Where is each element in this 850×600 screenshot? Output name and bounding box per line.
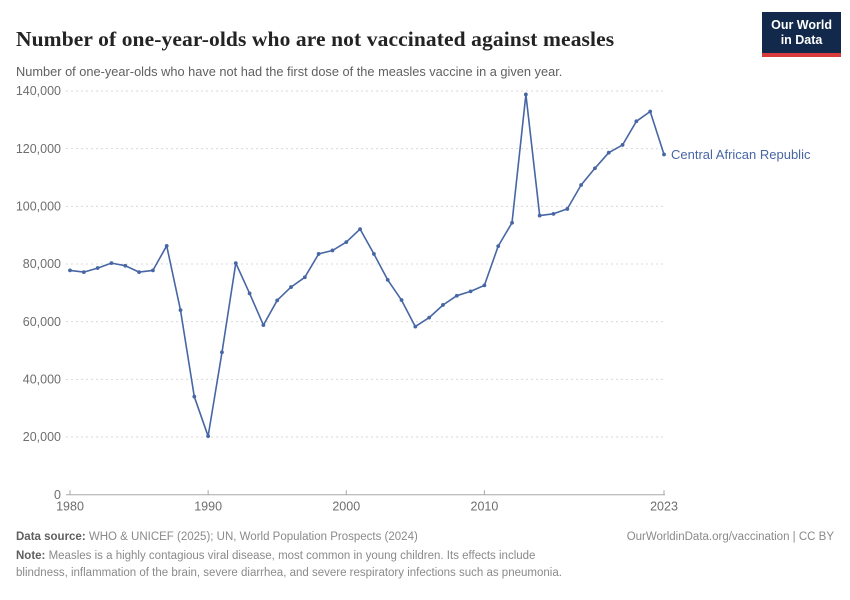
- data-point[interactable]: [123, 263, 128, 268]
- data-point[interactable]: [302, 275, 307, 280]
- chart-footer: Data source: WHO & UNICEF (2025); UN, Wo…: [16, 531, 834, 581]
- data-point[interactable]: [150, 268, 155, 273]
- data-point[interactable]: [289, 285, 293, 289]
- data-point[interactable]: [413, 324, 418, 329]
- x-axis-tick-label: 1980: [56, 500, 84, 514]
- y-axis-tick-label: 60,000: [23, 315, 61, 329]
- data-point[interactable]: [192, 394, 197, 399]
- y-axis-tick-label: 120,000: [16, 142, 61, 156]
- line-chart[interactable]: 0 20,000 40,000 60,000 80,000 100,000 120,000 1…: [0, 78, 850, 518]
- chart-note: Note: Measles is a highly contagious vir…: [16, 548, 578, 581]
- data-point[interactable]: [634, 119, 639, 124]
- data-point[interactable]: [482, 283, 487, 288]
- data-point[interactable]: [358, 227, 362, 232]
- data-point[interactable]: [137, 270, 141, 274]
- data-point[interactable]: [648, 109, 653, 114]
- data-point[interactable]: [233, 261, 238, 266]
- data-point[interactable]: [662, 152, 666, 157]
- data-point[interactable]: [385, 277, 390, 282]
- data-point[interactable]: [606, 150, 611, 155]
- data-point[interactable]: [496, 244, 501, 249]
- note-label: Note:: [16, 550, 46, 562]
- data-point[interactable]: [206, 434, 211, 439]
- source-row: Data source: WHO & UNICEF (2025); UN, Wo…: [16, 531, 834, 543]
- owid-logo[interactable]: Our World in Data: [762, 12, 841, 57]
- y-axis-tick-label: 80,000: [23, 257, 61, 271]
- data-point[interactable]: [593, 166, 597, 171]
- data-point[interactable]: [220, 350, 224, 355]
- data-point[interactable]: [399, 298, 404, 302]
- data-source-text: WHO & UNICEF (2025); UN, World Populatio…: [85, 531, 418, 543]
- data-point[interactable]: [579, 183, 584, 187]
- x-axis-tick-label: 2023: [650, 500, 678, 514]
- x-axis-tick-label: 2010: [471, 500, 499, 514]
- data-point[interactable]: [441, 303, 445, 307]
- y-axis-tick-label: 0: [54, 488, 61, 502]
- data-point[interactable]: [523, 92, 528, 97]
- data-point[interactable]: [510, 220, 514, 225]
- data-point[interactable]: [551, 211, 556, 216]
- license-link[interactable]: OurWorldinData.org/vaccination | CC BY: [626, 531, 834, 543]
- data-point[interactable]: [316, 252, 321, 256]
- data-point[interactable]: [468, 289, 473, 294]
- data-point[interactable]: [247, 291, 252, 296]
- data-point[interactable]: [344, 240, 349, 244]
- data-point[interactable]: [95, 266, 100, 270]
- x-axis-tick-label: 1990: [194, 500, 222, 514]
- data-point[interactable]: [81, 270, 86, 274]
- data-point[interactable]: [330, 248, 335, 253]
- y-axis-tick-label: 20,000: [23, 430, 61, 444]
- data-point[interactable]: [565, 207, 570, 211]
- data-point[interactable]: [178, 308, 183, 313]
- data-point[interactable]: [372, 252, 376, 256]
- x-axis-tick-label: 2000: [332, 500, 360, 514]
- y-axis-tick-label: 100,000: [16, 200, 61, 214]
- page-title: Number of one-year-olds who are not vacc…: [16, 27, 615, 52]
- data-source-label: Data source:: [16, 531, 86, 543]
- data-point[interactable]: [164, 243, 169, 248]
- data-point[interactable]: [261, 323, 266, 328]
- data-point[interactable]: [68, 268, 72, 273]
- data-source: Data source: WHO & UNICEF (2025); UN, Wo…: [16, 531, 418, 543]
- y-axis-tick-label: 40,000: [23, 373, 61, 387]
- owid-logo-line2: in Data: [780, 33, 823, 47]
- data-point[interactable]: [454, 293, 459, 298]
- series-line[interactable]: [69, 93, 665, 438]
- y-axis-tick-label: 140,000: [16, 84, 61, 98]
- data-point[interactable]: [109, 261, 114, 266]
- entity-label[interactable]: Central African Republic: [671, 147, 811, 162]
- data-point[interactable]: [620, 143, 625, 147]
- chart-subtitle: Number of one-year-olds who have not had…: [16, 63, 563, 79]
- note-text: Measles is a highly contagious viral dis…: [16, 550, 562, 579]
- owid-logo-line1: Our World: [771, 18, 832, 32]
- data-point[interactable]: [275, 298, 280, 303]
- data-point[interactable]: [427, 315, 432, 320]
- data-point[interactable]: [537, 213, 542, 218]
